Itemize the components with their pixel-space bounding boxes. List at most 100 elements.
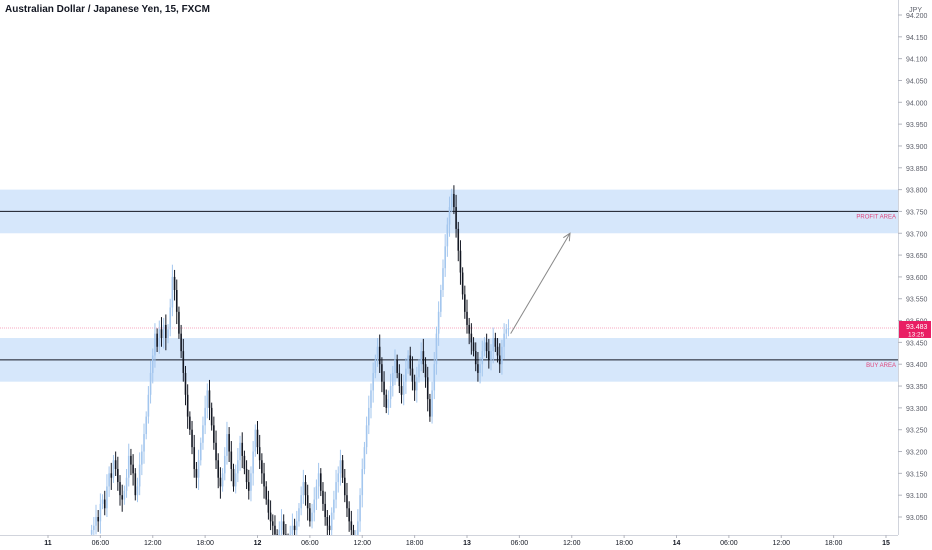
- candle[interactable]: [237, 448, 239, 483]
- candle[interactable]: [426, 366, 429, 412]
- candle[interactable]: [261, 453, 263, 484]
- candle[interactable]: [210, 402, 213, 431]
- candle[interactable]: [313, 487, 316, 522]
- candle[interactable]: [477, 351, 479, 382]
- candle[interactable]: [138, 452, 141, 496]
- candle[interactable]: [151, 348, 154, 384]
- candle[interactable]: [271, 514, 274, 537]
- candle[interactable]: [132, 454, 134, 486]
- candle[interactable]: [180, 324, 182, 359]
- candle[interactable]: [213, 416, 215, 450]
- candle[interactable]: [103, 490, 106, 516]
- candle[interactable]: [267, 490, 270, 520]
- candle[interactable]: [498, 343, 501, 373]
- candle[interactable]: [95, 504, 97, 535]
- candle[interactable]: [343, 468, 346, 503]
- candle[interactable]: [433, 351, 436, 400]
- candle[interactable]: [141, 444, 143, 476]
- candle[interactable]: [422, 338, 425, 373]
- candle[interactable]: [263, 462, 265, 499]
- candle[interactable]: [335, 469, 337, 509]
- candle[interactable]: [206, 383, 209, 419]
- candle[interactable]: [147, 386, 150, 424]
- candle[interactable]: [101, 494, 104, 510]
- candle[interactable]: [309, 503, 311, 527]
- candle[interactable]: [145, 411, 148, 440]
- candle[interactable]: [158, 320, 161, 354]
- candle[interactable]: [322, 482, 324, 511]
- candle[interactable]: [226, 421, 228, 465]
- candle[interactable]: [405, 358, 407, 394]
- candle[interactable]: [134, 468, 137, 501]
- candle[interactable]: [130, 448, 132, 476]
- candle[interactable]: [241, 432, 244, 469]
- candle[interactable]: [143, 423, 145, 464]
- candle[interactable]: [167, 324, 169, 344]
- candle[interactable]: [330, 507, 333, 536]
- candle[interactable]: [400, 373, 403, 404]
- candle[interactable]: [457, 221, 460, 262]
- candle[interactable]: [154, 323, 156, 368]
- candle[interactable]: [230, 441, 233, 482]
- candle[interactable]: [232, 463, 235, 492]
- candle[interactable]: [503, 323, 505, 359]
- candle[interactable]: [123, 485, 126, 505]
- candle[interactable]: [97, 510, 99, 532]
- candle[interactable]: [407, 350, 409, 374]
- candle[interactable]: [435, 326, 438, 375]
- candle[interactable]: [341, 455, 344, 483]
- candle[interactable]: [361, 458, 364, 508]
- candle[interactable]: [186, 384, 189, 429]
- candle[interactable]: [367, 395, 370, 435]
- candle[interactable]: [337, 466, 340, 493]
- candle[interactable]: [160, 317, 163, 347]
- candle[interactable]: [184, 365, 187, 406]
- candle[interactable]: [448, 196, 451, 237]
- candle[interactable]: [171, 264, 174, 317]
- candle[interactable]: [392, 365, 394, 397]
- candle[interactable]: [182, 338, 185, 382]
- candle[interactable]: [488, 338, 490, 369]
- candle[interactable]: [208, 379, 211, 421]
- candle[interactable]: [243, 450, 246, 475]
- candle[interactable]: [374, 354, 377, 379]
- candle[interactable]: [247, 469, 250, 500]
- candle[interactable]: [437, 301, 440, 346]
- candle[interactable]: [250, 466, 252, 502]
- candle[interactable]: [280, 509, 283, 539]
- candle[interactable]: [416, 366, 418, 403]
- candle[interactable]: [348, 501, 350, 532]
- candle[interactable]: [127, 443, 130, 487]
- candle[interactable]: [169, 298, 172, 337]
- candle[interactable]: [461, 267, 464, 300]
- candle[interactable]: [505, 324, 508, 339]
- candle[interactable]: [195, 461, 198, 489]
- candle[interactable]: [317, 462, 320, 499]
- candle[interactable]: [468, 317, 470, 345]
- candle[interactable]: [339, 449, 342, 486]
- candle[interactable]: [178, 306, 180, 339]
- candle[interactable]: [450, 188, 453, 213]
- candle[interactable]: [396, 354, 398, 379]
- candle[interactable]: [223, 447, 226, 481]
- candle[interactable]: [149, 360, 152, 404]
- candle[interactable]: [191, 420, 193, 455]
- candle[interactable]: [217, 453, 220, 489]
- candle[interactable]: [165, 314, 167, 351]
- candle[interactable]: [453, 185, 455, 215]
- candle[interactable]: [479, 357, 481, 384]
- projection-arrow[interactable]: [510, 233, 571, 334]
- candle[interactable]: [459, 240, 462, 285]
- candle[interactable]: [112, 455, 115, 483]
- time-axis[interactable]: [0, 535, 898, 550]
- candle[interactable]: [481, 340, 484, 377]
- candle[interactable]: [409, 346, 412, 376]
- candle[interactable]: [466, 299, 468, 334]
- candle[interactable]: [319, 468, 322, 497]
- candle[interactable]: [383, 371, 385, 407]
- candle[interactable]: [204, 395, 206, 435]
- candle[interactable]: [156, 328, 158, 352]
- candle[interactable]: [228, 427, 230, 462]
- candle[interactable]: [106, 474, 108, 517]
